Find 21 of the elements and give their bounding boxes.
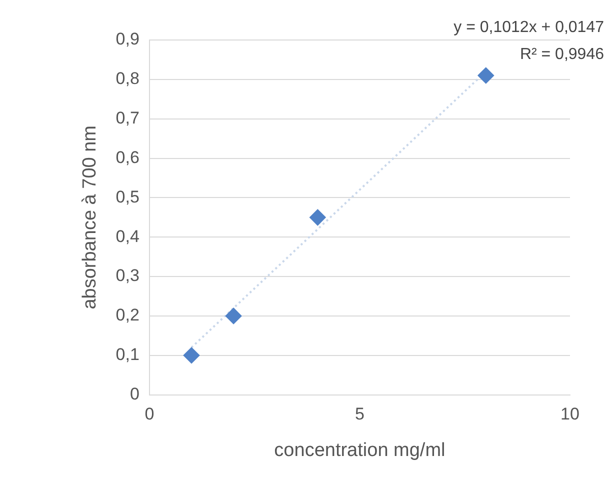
x-tick-label: 5 — [354, 404, 364, 424]
text: y = 0,1012x + 0,0147 — [454, 18, 604, 38]
y-tick-label: 0,6 — [116, 148, 140, 167]
y-tick-label: 0 — [130, 384, 140, 404]
y-tick-label: 0,9 — [116, 30, 140, 49]
x-tick-label: 10 — [560, 404, 580, 424]
y-tick-label: 0,5 — [116, 187, 140, 206]
y-tick-label: 0,2 — [116, 306, 140, 325]
point — [478, 67, 494, 84]
annotation: R² = 0,9946 — [518, 45, 604, 65]
y-tick-label: 0,7 — [116, 108, 140, 128]
point — [183, 347, 200, 364]
y-axis-title: absorbance à 700 nm — [80, 126, 101, 310]
point — [310, 209, 326, 226]
y-tick-label: 0,4 — [116, 226, 140, 246]
y-tick-label: 0,8 — [116, 69, 140, 88]
x-tick-label: 0 — [144, 404, 154, 424]
point — [226, 308, 242, 324]
y-tick-label: 0,3 — [116, 266, 140, 286]
y-tick-label: 0,1 — [116, 345, 140, 364]
x-axis-title: concentration mg/ml — [274, 440, 446, 461]
